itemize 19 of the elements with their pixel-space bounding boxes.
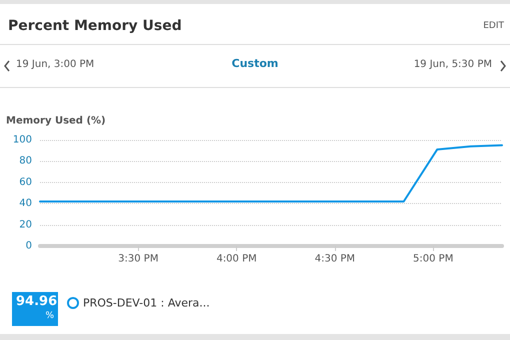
y-tick-label: 40	[19, 198, 32, 210]
y-axis-title: Memory Used (%)	[6, 116, 106, 126]
text: 94.96 %	[12, 292, 58, 326]
y-tick-label: 20	[19, 219, 32, 230]
y-tick-label: 0	[26, 240, 32, 252]
y-tick-label: 100	[12, 134, 32, 146]
x-tick-label: 4:00 PM	[216, 254, 257, 264]
x-tick-label: 4:30 PM	[314, 254, 356, 264]
line-series	[39, 144, 503, 202]
text: 19 Jun, 5:30 PM	[414, 59, 492, 70]
chart-subtitle: Custom	[232, 57, 278, 70]
x-tick-label: 5:00 PM	[413, 254, 454, 264]
legend-label: PROS-DEV-01 : Avera...	[83, 296, 210, 310]
x-tick-label: 3:30 PM	[118, 254, 158, 264]
text: EDIT	[483, 21, 504, 31]
text: 19 Jun, 3:00 PM	[16, 59, 94, 70]
chart-title: Percent Memory Used	[8, 18, 182, 34]
y-tick-label: 80	[19, 156, 32, 167]
y-tick-label: 60	[19, 176, 32, 188]
